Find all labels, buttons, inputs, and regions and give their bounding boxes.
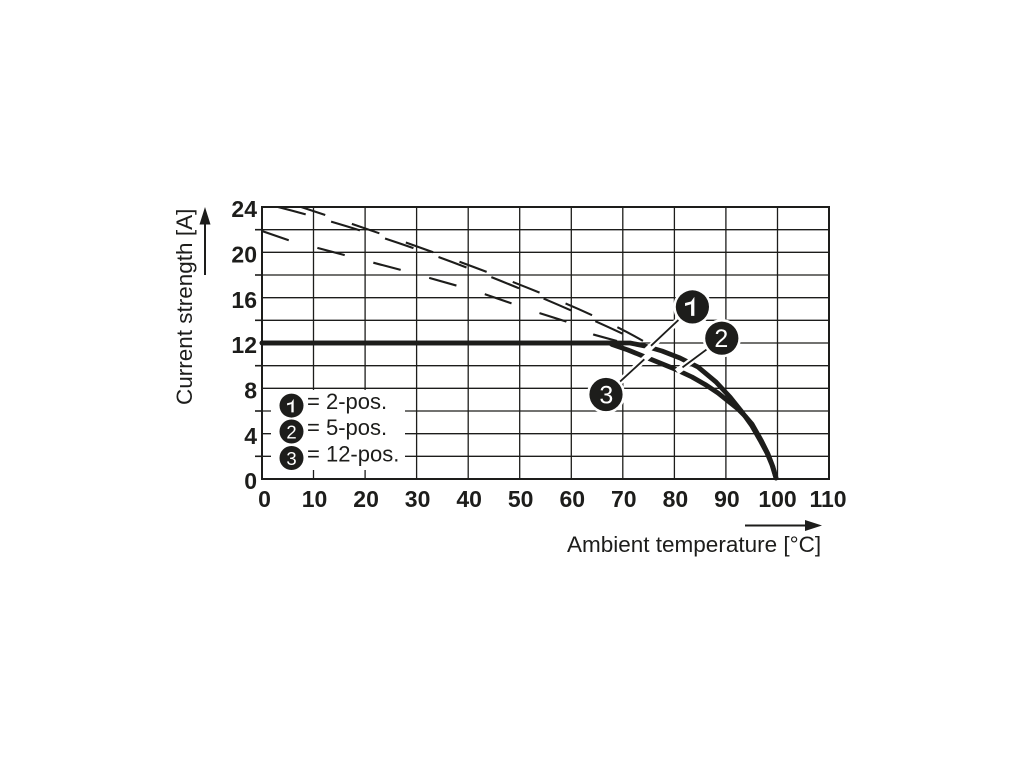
svg-text:16: 16	[231, 287, 257, 313]
svg-text:3: 3	[286, 448, 296, 469]
svg-text:40: 40	[456, 486, 482, 512]
svg-text:4: 4	[244, 423, 257, 449]
svg-text:50: 50	[508, 486, 534, 512]
svg-text:80: 80	[663, 486, 689, 512]
svg-text:0: 0	[244, 468, 257, 494]
svg-text:Ambient temperature [°C]: Ambient temperature [°C]	[567, 532, 821, 557]
svg-text:3: 3	[599, 382, 613, 410]
svg-text:Current strength [A]: Current strength [A]	[172, 209, 197, 405]
svg-text:= 2-pos.: = 2-pos.	[307, 389, 387, 414]
svg-text:20: 20	[353, 486, 379, 512]
svg-text:= 5-pos.: = 5-pos.	[307, 415, 387, 440]
svg-text:24: 24	[231, 196, 257, 222]
svg-text:0: 0	[258, 486, 271, 512]
svg-text:= 12-pos.: = 12-pos.	[307, 442, 399, 467]
svg-text:30: 30	[405, 486, 431, 512]
svg-text:10: 10	[302, 486, 328, 512]
svg-text:100: 100	[758, 486, 796, 512]
svg-text:2: 2	[286, 421, 296, 442]
svg-text:60: 60	[560, 486, 586, 512]
svg-text:20: 20	[231, 242, 257, 268]
svg-text:70: 70	[611, 486, 637, 512]
svg-text:8: 8	[244, 378, 257, 404]
svg-text:110: 110	[809, 486, 846, 512]
svg-text:90: 90	[714, 486, 740, 512]
svg-text:2: 2	[714, 325, 728, 353]
svg-text:12: 12	[231, 332, 257, 358]
